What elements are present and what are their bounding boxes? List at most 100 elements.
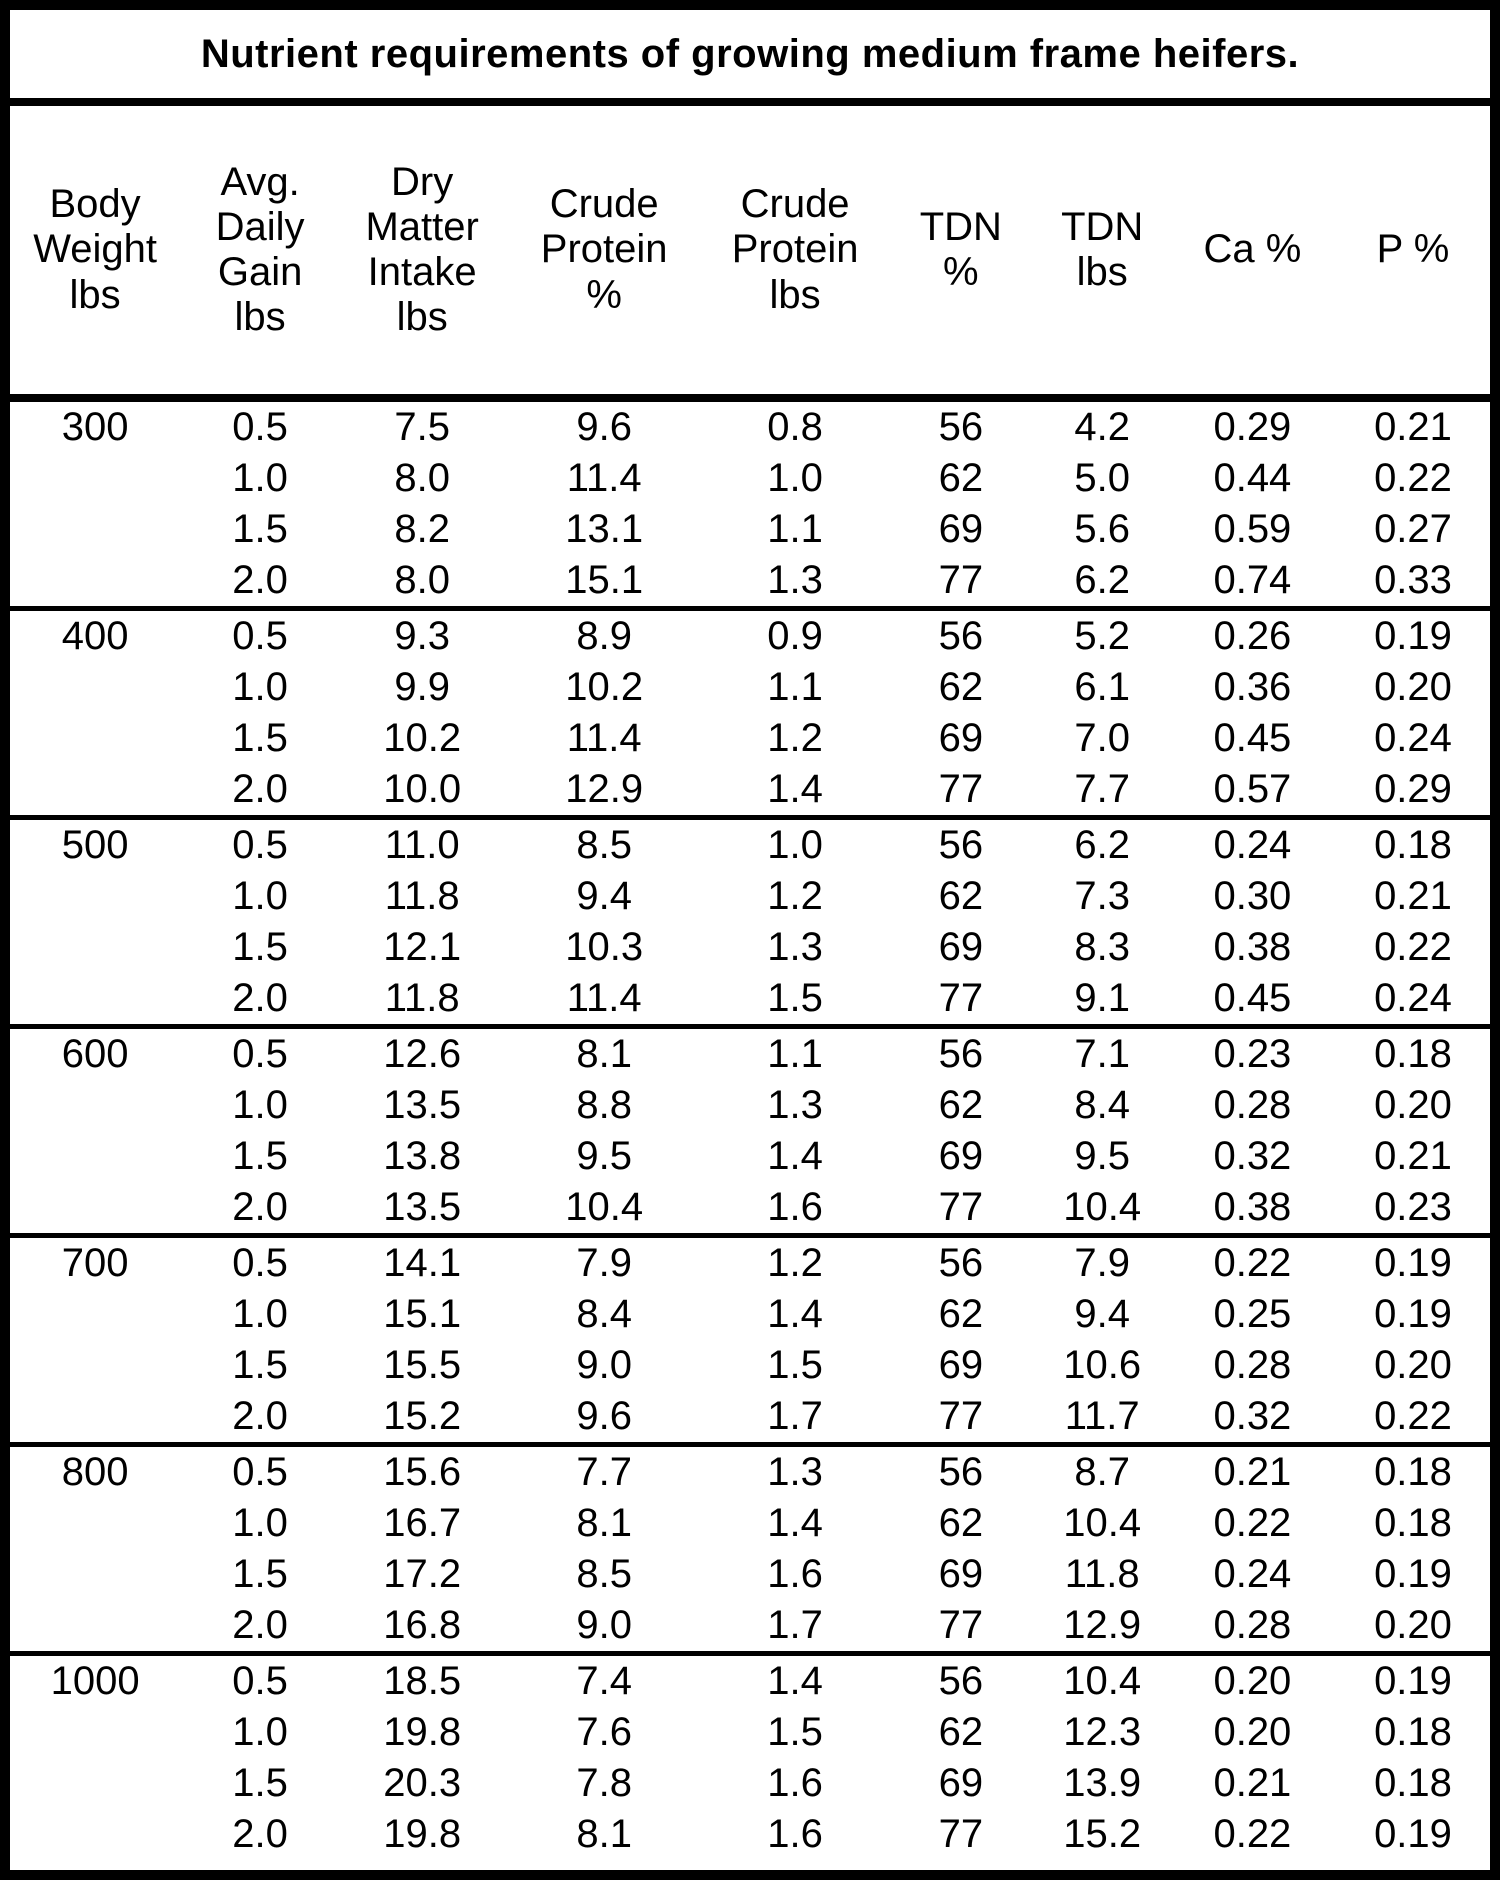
body-weight-cell: 600 <box>61 1032 129 1076</box>
value-cell: 8.8 <box>576 1083 632 1127</box>
value-cell: 10.6 <box>1063 1343 1142 1387</box>
col-header-ca-pct: Ca % <box>1168 106 1336 402</box>
body-weight-cell: 300 <box>61 405 129 449</box>
header-row: Body Weight lbs Avg. Daily Gain lbs Dry … <box>10 106 1490 402</box>
body-weight-cell <box>10 1498 180 1549</box>
value-cell: 0.22 <box>1374 456 1452 500</box>
body-weight-cell: 500 <box>61 823 129 867</box>
body-weight-cell <box>10 555 180 609</box>
value-cell: 0.21 <box>1213 1450 1292 1494</box>
value-cell: 0.5 <box>232 1241 288 1285</box>
value-cell: 56 <box>938 1241 984 1285</box>
value-cell: 6.2 <box>1074 558 1130 602</box>
value-cell: 1.5 <box>232 716 288 760</box>
value-cell: 10.4 <box>1063 1501 1142 1545</box>
value-cell: 0.22 <box>1374 925 1452 969</box>
body-weight-cell <box>10 973 180 1027</box>
value-cell: 0.5 <box>232 1032 288 1076</box>
weight-section-800: 800 0.5 15.6 7.7 1.3 56 8.7 0.21 0.18 1.0 16.7 8.1 1… <box>10 1444 1490 1654</box>
value-cell: 0.18 <box>1374 1710 1452 1754</box>
table-row: 1.5 20.3 7.8 1.6 69 13.9 0.21 0.18 <box>10 1758 1490 1809</box>
value-cell: 4.2 <box>1074 405 1130 449</box>
table-header: Body Weight lbs Avg. Daily Gain lbs Dry … <box>10 106 1490 402</box>
table-row: 2.0 10.0 12.9 1.4 77 7.7 0.57 0.29 <box>10 764 1490 818</box>
value-cell: 8.7 <box>1074 1450 1130 1494</box>
table-row: 1.0 16.7 8.1 1.4 62 10.4 0.22 0.18 <box>10 1498 1490 1549</box>
value-cell: 8.4 <box>1074 1083 1130 1127</box>
value-cell: 2.0 <box>232 558 288 602</box>
value-cell: 1.4 <box>767 1659 823 1703</box>
value-cell: 0.59 <box>1213 507 1292 551</box>
value-cell: 0.20 <box>1374 1343 1452 1387</box>
value-cell: 0.22 <box>1213 1501 1292 1545</box>
value-cell: 0.19 <box>1374 614 1452 658</box>
value-cell: 12.3 <box>1063 1710 1142 1754</box>
value-cell: 2.0 <box>232 1812 288 1856</box>
col-header-crude-protein-pct: Crude Protein % <box>504 106 705 402</box>
value-cell: 8.4 <box>576 1292 632 1336</box>
body-weight-cell: 700 <box>61 1241 129 1285</box>
weight-section-1000: 1000 0.5 18.5 7.4 1.4 56 10.4 0.20 0.19 1.0 19.8 7.… <box>10 1653 1490 1861</box>
body-weight-cell <box>10 662 180 713</box>
table-row: 1.0 13.5 8.8 1.3 62 8.4 0.28 0.20 <box>10 1080 1490 1131</box>
value-cell: 1.2 <box>767 716 823 760</box>
value-cell: 0.20 <box>1374 665 1452 709</box>
table-row: 1.5 13.8 9.5 1.4 69 9.5 0.32 0.21 <box>10 1131 1490 1182</box>
value-cell: 7.7 <box>576 1450 632 1494</box>
col-header-crude-protein-lbs: Crude Protein lbs <box>704 106 887 402</box>
table-row: 1.5 8.2 13.1 1.1 69 5.6 0.59 0.27 <box>10 504 1490 555</box>
value-cell: 56 <box>938 1032 984 1076</box>
value-cell: 0.18 <box>1374 1761 1452 1805</box>
value-cell: 10.4 <box>1063 1185 1142 1229</box>
value-cell: 0.29 <box>1213 405 1292 449</box>
value-cell: 1.0 <box>232 456 288 500</box>
table-row: 1.0 9.9 10.2 1.1 62 6.1 0.36 0.20 <box>10 662 1490 713</box>
value-cell: 10.4 <box>1063 1659 1142 1703</box>
value-cell: 0.20 <box>1374 1603 1452 1647</box>
value-cell: 0.24 <box>1213 823 1292 867</box>
value-cell: 1.5 <box>232 507 288 551</box>
value-cell: 5.6 <box>1074 507 1130 551</box>
table-row: 1.0 8.0 11.4 1.0 62 5.0 0.44 0.22 <box>10 453 1490 504</box>
value-cell: 9.1 <box>1074 976 1130 1020</box>
value-cell: 0.25 <box>1213 1292 1292 1336</box>
value-cell: 0.32 <box>1213 1394 1292 1438</box>
weight-section-300: 300 0.5 7.5 9.6 0.8 56 4.2 0.29 0.21 1.0 8.0 11.4 1.… <box>10 398 1490 609</box>
value-cell: 2.0 <box>232 1394 288 1438</box>
value-cell: 1.4 <box>767 1292 823 1336</box>
value-cell: 8.5 <box>576 823 632 867</box>
value-cell: 77 <box>938 558 984 602</box>
value-cell: 1.7 <box>767 1394 823 1438</box>
value-cell: 2.0 <box>232 1185 288 1229</box>
value-cell: 69 <box>938 1134 984 1178</box>
value-cell: 1.5 <box>767 1710 823 1754</box>
body-weight-cell <box>10 1340 180 1391</box>
value-cell: 9.4 <box>576 874 632 918</box>
value-cell: 15.1 <box>565 558 644 602</box>
value-cell: 1.4 <box>767 1134 823 1178</box>
value-cell: 1.0 <box>232 1292 288 1336</box>
value-cell: 15.5 <box>383 1343 462 1387</box>
value-cell: 1.3 <box>767 1450 823 1494</box>
value-cell: 1.3 <box>767 1083 823 1127</box>
value-cell: 7.9 <box>1074 1241 1130 1285</box>
value-cell: 1.4 <box>767 1501 823 1545</box>
weight-section-500: 500 0.5 11.0 8.5 1.0 56 6.2 0.24 0.18 1.0 11.8 9.4 1… <box>10 817 1490 1027</box>
value-cell: 8.3 <box>1074 925 1130 969</box>
value-cell: 69 <box>938 1552 984 1596</box>
value-cell: 0.18 <box>1374 1450 1452 1494</box>
value-cell: 0.38 <box>1213 925 1292 969</box>
value-cell: 77 <box>938 976 984 1020</box>
value-cell: 0.45 <box>1213 716 1292 760</box>
table-row: 2.0 13.5 10.4 1.6 77 10.4 0.38 0.23 <box>10 1182 1490 1236</box>
value-cell: 0.57 <box>1213 767 1292 811</box>
body-weight-cell <box>10 922 180 973</box>
value-cell: 0.21 <box>1213 1761 1292 1805</box>
value-cell: 0.27 <box>1374 507 1452 551</box>
value-cell: 1.1 <box>767 507 823 551</box>
value-cell: 12.1 <box>383 925 462 969</box>
value-cell: 0.30 <box>1213 874 1292 918</box>
value-cell: 5.0 <box>1074 456 1130 500</box>
value-cell: 77 <box>938 1603 984 1647</box>
